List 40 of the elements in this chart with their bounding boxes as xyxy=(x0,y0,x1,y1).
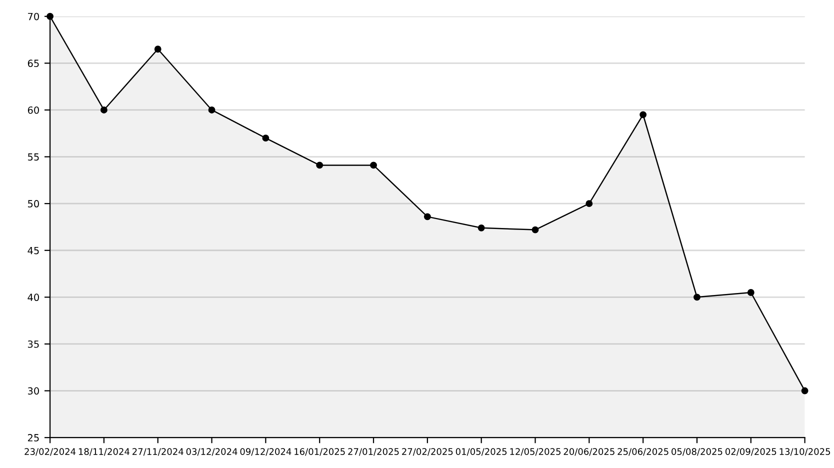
point xyxy=(478,224,485,232)
y-tick-label: 45 xyxy=(28,246,39,254)
point xyxy=(316,162,324,169)
point xyxy=(640,111,647,118)
x-tick-label: 02/09/2025 xyxy=(725,448,776,456)
point xyxy=(46,12,54,20)
point xyxy=(801,387,808,394)
y-tick-label: 70 xyxy=(28,12,39,20)
y-tick-label: 55 xyxy=(28,153,39,161)
y-tick-label: 50 xyxy=(28,200,39,208)
x-tick-label: 13/10/2025 xyxy=(780,448,830,456)
point xyxy=(532,226,539,234)
y-tick-label: 35 xyxy=(28,340,39,348)
x-tick-label: 16/01/2025 xyxy=(294,448,345,456)
x-tick-label: 27/11/2024 xyxy=(132,448,184,456)
x-tick-label: 09/12/2024 xyxy=(240,448,292,456)
point xyxy=(694,294,700,301)
point xyxy=(262,134,270,142)
y-tick-label: 25 xyxy=(28,434,39,442)
point xyxy=(747,289,754,296)
y-tick-label: 30 xyxy=(28,387,39,395)
x-tick-label: 20/06/2025 xyxy=(564,448,614,456)
x-tick-label: 18/11/2024 xyxy=(78,448,130,456)
point xyxy=(586,200,593,208)
point xyxy=(154,46,162,53)
x-tick-label: 03/12/2024 xyxy=(186,448,238,456)
point xyxy=(208,106,216,114)
x-tick-label: 05/08/2025 xyxy=(672,448,722,456)
y-tick-label: 60 xyxy=(28,106,39,114)
x-tick-label: 23/02/2024 xyxy=(24,448,76,456)
x-tick-label: 01/05/2025 xyxy=(456,448,507,456)
x-tick-label: 25/06/2025 xyxy=(618,448,668,456)
y-tick-label: 65 xyxy=(28,60,39,68)
x-tick-label: 12/05/2025 xyxy=(510,448,560,456)
y-tick-label: 40 xyxy=(28,294,39,302)
x-tick-label: 27/02/2025 xyxy=(402,448,453,456)
x-tick-label: 27/01/2025 xyxy=(348,448,399,456)
point xyxy=(424,213,431,220)
point xyxy=(370,162,377,169)
point xyxy=(100,106,108,114)
